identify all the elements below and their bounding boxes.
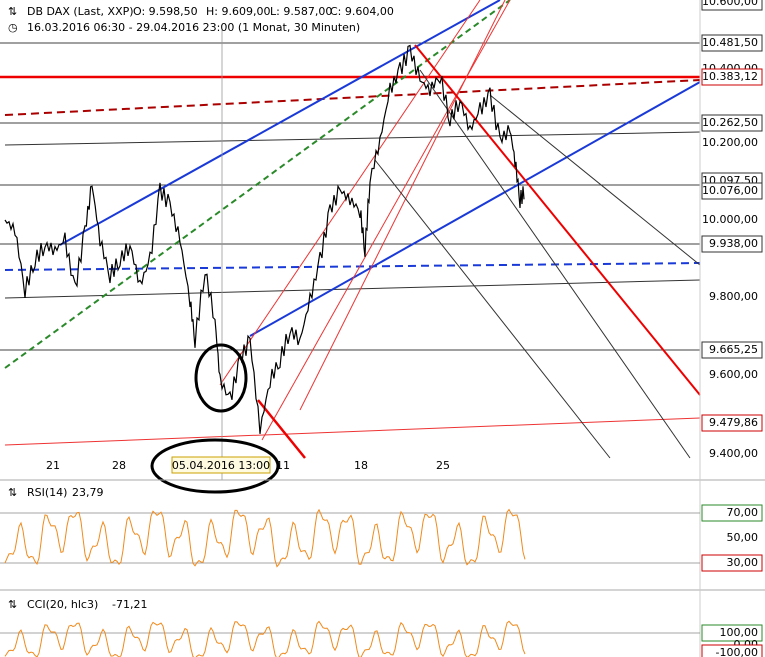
icon[interactable]: ⇅ [8,486,17,499]
label-box [701,114,763,132]
label-box [701,0,763,11]
axis-label: 9.800,00 [709,290,758,303]
axis-label: 10.383,12 [702,70,758,83]
high: H: 9.609,00 [206,5,270,18]
axis-label: 50,00 [727,531,759,544]
drawings [0,0,701,494]
label-box [701,68,763,86]
date-label: 05.04.2016 13:00 [172,459,270,472]
axis-label: 10.481,50 [702,36,758,49]
label-box [701,182,763,200]
axis-label: 10.262,50 [702,116,758,129]
axis-label: 9.400,00 [709,447,758,460]
label-box [701,341,763,359]
axis-label: 9.479,86 [709,416,758,429]
cci-value: -71,21 [112,598,147,611]
axis-label: 9.600,00 [709,368,758,381]
axis-label: 100,00 [720,626,759,639]
open: O: 9.598,50 [133,5,198,18]
axis-label: 10.000,00 [702,213,758,226]
label-box [701,624,763,642]
axis-label: 70,00 [727,506,759,519]
label-box [701,414,763,432]
title: DB DAX (Last, XXP) [27,5,134,18]
axis-label: -100,00 [716,646,758,657]
crosshair-date-box [171,456,271,474]
axis-label: 10.076,00 [702,184,758,197]
date-label: 18 [354,459,368,472]
label-box [701,644,763,657]
range: 16.03.2016 06:30 - 29.04.2016 23:00 (1 M… [27,21,360,34]
date-label: 28 [112,459,126,472]
date-label: 25 [436,459,450,472]
label-box [701,235,763,253]
axis-label: 9.665,25 [709,343,758,356]
low: L: 9.587,00 [270,5,332,18]
icon: ◷ [8,21,18,34]
axis-label: 10.200,00 [702,136,758,149]
label-box [701,504,763,522]
close: C: 9.604,00 [330,5,394,18]
axis-label: 30,00 [727,556,759,569]
label-box [701,554,763,572]
rsi-value: 23,79 [72,486,104,499]
axis-label: 10.600,00 [702,0,758,8]
rsi-name: RSI(14) [27,486,67,499]
icon[interactable]: ⇅ [8,598,17,611]
cci-name: CCI(20, hlc3) [27,598,98,611]
label-box [701,34,763,52]
date-label: 21 [46,459,60,472]
indicator-lines [0,508,700,657]
icon[interactable]: ⇅ [8,5,17,18]
axis-label: 9.938,00 [709,237,758,250]
date-label: 11 [276,459,290,472]
